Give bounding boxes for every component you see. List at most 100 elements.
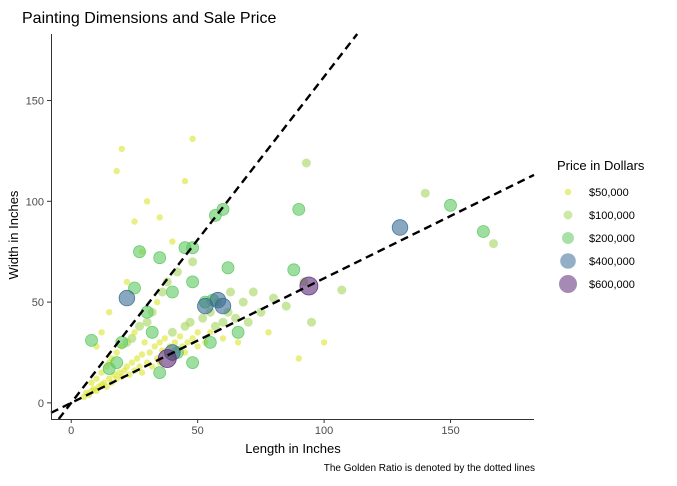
data-point bbox=[444, 198, 457, 212]
golden-ratio-lines bbox=[50, 33, 535, 420]
data-point bbox=[238, 297, 248, 307]
data-point bbox=[167, 327, 177, 337]
data-point bbox=[256, 307, 266, 317]
data-point bbox=[171, 339, 179, 346]
data-point bbox=[136, 363, 143, 370]
data-point bbox=[194, 343, 201, 350]
y-tick-label: 150 bbox=[26, 96, 44, 108]
x-tick-label: 50 bbox=[192, 425, 204, 437]
data-point bbox=[141, 339, 148, 346]
data-point bbox=[243, 317, 253, 327]
data-point bbox=[156, 339, 163, 346]
data-point bbox=[128, 281, 141, 295]
data-point bbox=[153, 251, 167, 265]
y-axis-title: Width in Inches bbox=[6, 190, 21, 279]
legend-key bbox=[560, 253, 576, 269]
data-point bbox=[113, 349, 120, 356]
data-point bbox=[102, 362, 116, 376]
data-point bbox=[145, 325, 159, 339]
golden-ratio-line-2 bbox=[50, 173, 535, 414]
legend-key bbox=[564, 188, 572, 196]
data-point bbox=[154, 298, 161, 306]
data-point bbox=[93, 375, 100, 382]
legend: $50,000 $100,000 $200,000 $400,000 $600,000 bbox=[559, 187, 635, 293]
data-point bbox=[231, 325, 245, 339]
legend-key bbox=[559, 275, 577, 293]
data-point bbox=[186, 275, 200, 289]
data-point bbox=[185, 317, 195, 327]
data-point bbox=[156, 214, 163, 221]
y-tick-label: 50 bbox=[32, 297, 44, 309]
data-point bbox=[198, 313, 208, 323]
axis-ticks: 0 50 100 150 0 50 100 150 bbox=[26, 96, 460, 437]
data-point bbox=[113, 167, 120, 175]
data-point bbox=[128, 359, 136, 366]
y-tick-label: 0 bbox=[38, 398, 44, 410]
data-point bbox=[118, 289, 136, 307]
data-point bbox=[123, 278, 131, 286]
data-point bbox=[127, 333, 137, 343]
data-point bbox=[218, 317, 228, 327]
golden-ratio-line-1 bbox=[57, 33, 359, 420]
data-point bbox=[248, 287, 258, 297]
data-point bbox=[161, 335, 168, 342]
data-point bbox=[189, 335, 196, 342]
data-point bbox=[214, 297, 232, 315]
legend-label: $200,000 bbox=[589, 233, 635, 245]
data-point bbox=[176, 333, 184, 340]
data-point bbox=[295, 355, 302, 362]
legend-label: $50,000 bbox=[589, 187, 629, 199]
data-point bbox=[131, 329, 138, 336]
data-point bbox=[269, 293, 278, 303]
chart-title: Painting Dimensions and Sale Price bbox=[22, 10, 276, 27]
data-point bbox=[221, 261, 235, 275]
data-point bbox=[184, 339, 191, 346]
data-point bbox=[169, 238, 176, 245]
data-point bbox=[153, 366, 167, 380]
data-point bbox=[138, 369, 146, 376]
data-point bbox=[307, 317, 316, 327]
data-point bbox=[165, 285, 179, 299]
data-point bbox=[118, 145, 126, 153]
data-point bbox=[98, 369, 105, 376]
x-axis-title: Length in Inches bbox=[245, 441, 341, 456]
chart-caption: The Golden Ratio is denoted by the dotte… bbox=[324, 463, 535, 474]
data-point bbox=[189, 135, 196, 142]
legend-key bbox=[562, 232, 574, 244]
data-point bbox=[88, 379, 95, 386]
data-point bbox=[98, 329, 105, 336]
data-point bbox=[420, 188, 430, 198]
data-point bbox=[226, 287, 235, 297]
legend-title: Price in Dollars bbox=[557, 158, 645, 173]
data-point bbox=[157, 287, 167, 297]
x-tick-label: 100 bbox=[315, 425, 333, 437]
data-point bbox=[320, 339, 328, 346]
data-point bbox=[90, 385, 98, 392]
data-point bbox=[123, 363, 131, 370]
data-point bbox=[133, 245, 146, 259]
data-point bbox=[476, 225, 490, 238]
legend-label: $100,000 bbox=[589, 210, 635, 222]
data-point bbox=[281, 301, 291, 311]
data-point bbox=[151, 343, 158, 350]
data-point bbox=[131, 218, 138, 225]
data-point bbox=[391, 219, 409, 236]
data-point bbox=[106, 375, 113, 382]
data-point bbox=[135, 321, 144, 331]
data-point bbox=[80, 393, 88, 400]
data-point bbox=[292, 202, 306, 216]
data-point bbox=[146, 349, 153, 356]
legend-label: $600,000 bbox=[589, 279, 635, 291]
data-point bbox=[162, 277, 172, 287]
data-point bbox=[489, 239, 498, 249]
data-point bbox=[133, 355, 141, 362]
data-point bbox=[106, 309, 113, 316]
data-point bbox=[103, 383, 110, 390]
data-point bbox=[85, 333, 98, 347]
x-tick-label: 0 bbox=[68, 425, 74, 437]
data-point bbox=[194, 329, 201, 336]
y-tick-label: 100 bbox=[26, 196, 44, 208]
data-point bbox=[138, 351, 146, 358]
data-point bbox=[265, 329, 272, 336]
